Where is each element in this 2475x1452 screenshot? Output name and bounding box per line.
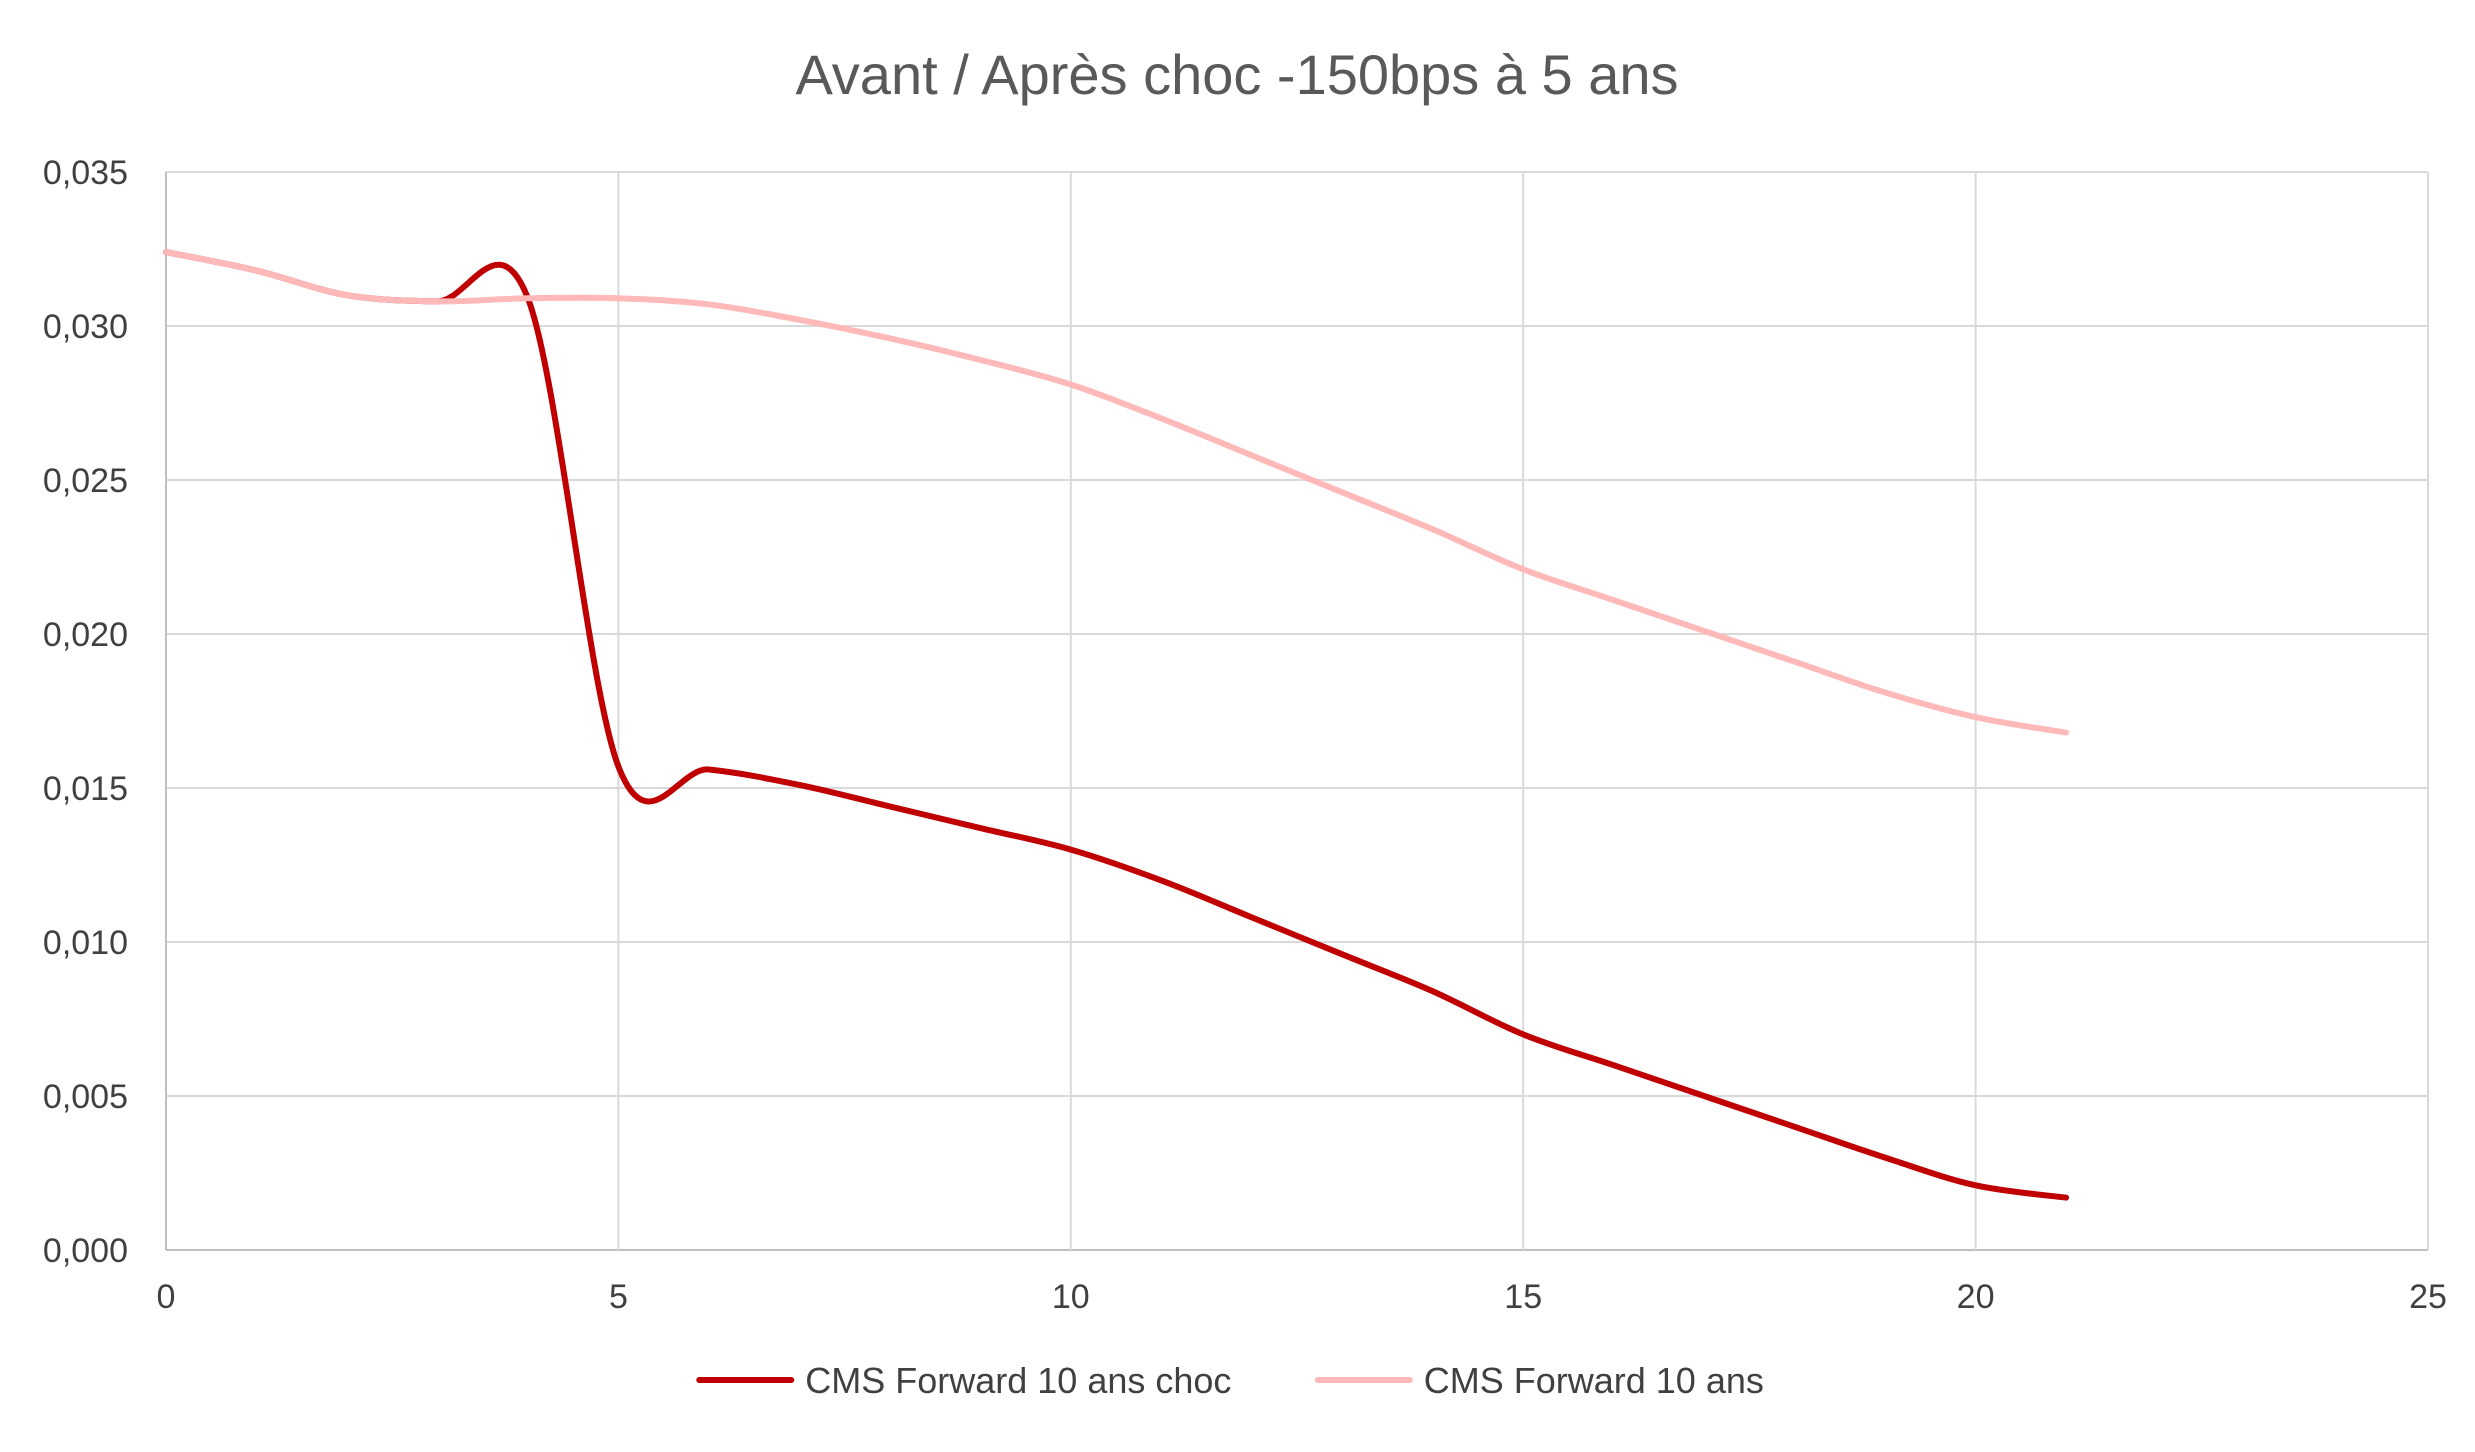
y-tick-label: 0,030 xyxy=(43,308,128,346)
legend-label: CMS Forward 10 ans choc xyxy=(805,1360,1231,1401)
x-tick-label: 10 xyxy=(1052,1278,1090,1316)
y-tick-label: 0,015 xyxy=(43,770,128,808)
legend: CMS Forward 10 ans choc CMS Forward 10 an… xyxy=(696,1360,1764,1401)
series-line-2 xyxy=(163,249,2070,736)
axes: 0,000 0,005 0,010 0,015 0,020 0,025 0,030 0,035… xyxy=(43,154,2447,1316)
legend-item: CMS Forward 10 ans choc xyxy=(696,1360,1231,1401)
series-lines xyxy=(163,249,2070,1201)
y-tick-label: 0,010 xyxy=(43,924,128,962)
y-tick-label: 0,000 xyxy=(43,1232,128,1270)
x-tick-label: 20 xyxy=(1957,1278,1995,1316)
y-tick-label: 0,005 xyxy=(43,1078,128,1116)
grid xyxy=(165,171,2429,1251)
series-line-1 xyxy=(163,249,2070,1201)
legend-label: CMS Forward 10 ans xyxy=(1424,1360,1764,1401)
legend-item: CMS Forward 10 ans xyxy=(1314,1360,1764,1401)
y-tick-label: 0,020 xyxy=(43,616,128,654)
chart-title: Avant / Après choc -150bps à 5 ans xyxy=(795,43,1678,106)
y-tick-label: 0,025 xyxy=(43,462,128,500)
x-tick-label: 15 xyxy=(1504,1278,1542,1316)
x-tick-label: 5 xyxy=(609,1278,628,1316)
y-tick-label: 0,035 xyxy=(43,154,128,192)
x-tick-label: 0 xyxy=(157,1278,176,1316)
x-tick-label: 25 xyxy=(2409,1278,2447,1316)
